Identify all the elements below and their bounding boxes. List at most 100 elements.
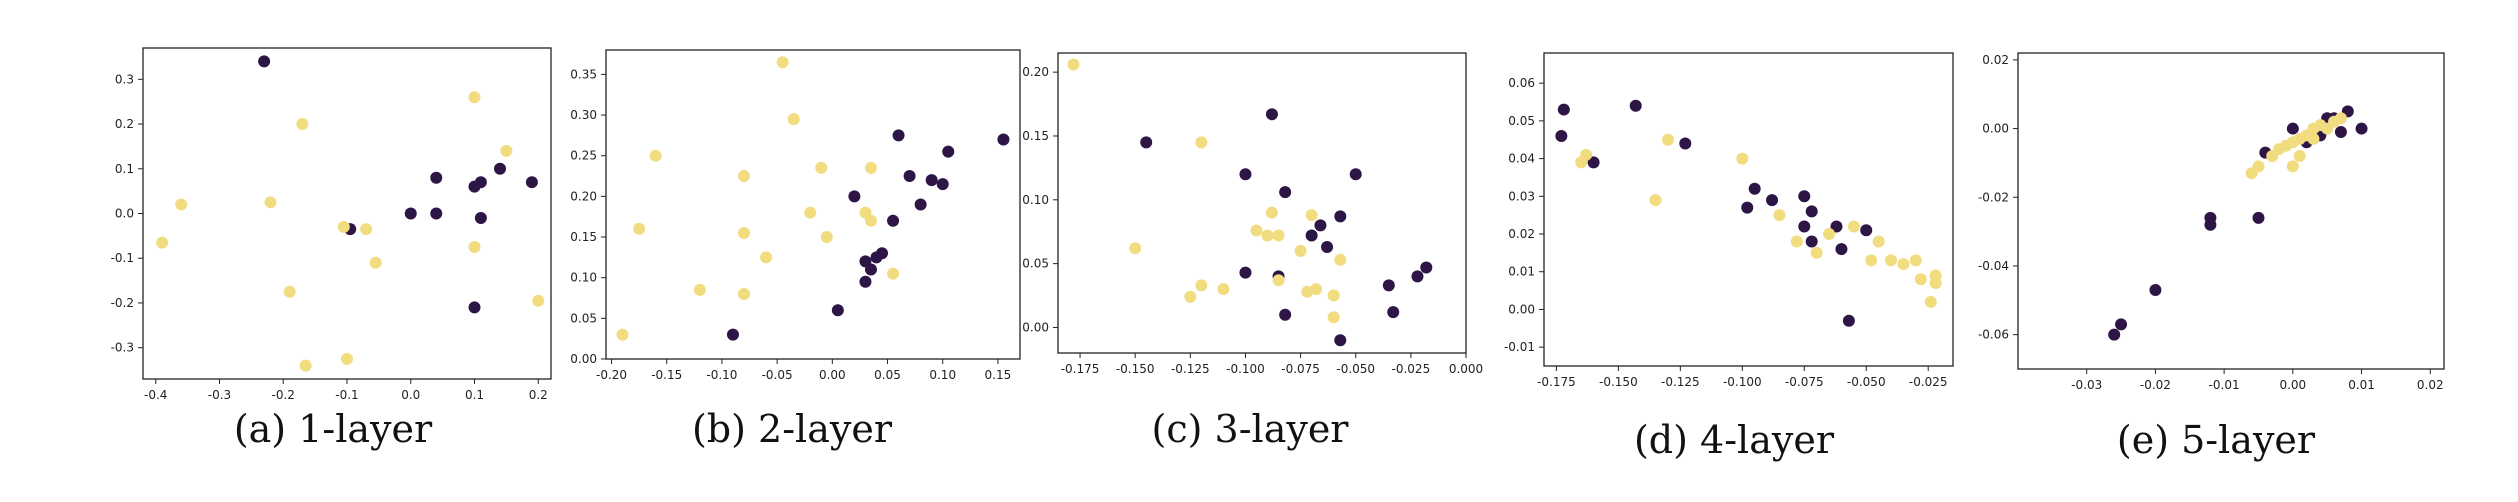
data-point [1649,194,1662,207]
y-tick-label: 0.10 [570,271,597,285]
x-tick-label: 0.2 [529,388,548,402]
data-point [1272,229,1285,242]
y-tick-label: 0.00 [570,352,597,366]
data-point [831,304,844,317]
chart-panel-4: -0.175 -0.150 -0.125 -0.100 -0.075 -0.050 -0.0… [1504,52,1954,462]
data-point [903,170,916,183]
data-point [1239,266,1252,279]
data-point [1334,210,1347,223]
data-point [1420,261,1433,274]
data-point [738,170,750,183]
data-point [1679,137,1692,150]
data-point [1261,229,1274,242]
y-tick-label: 0.02 [1982,53,2009,67]
chart-panel-5: -0.03 -0.02 -0.01 0.00 0.01 0.02 -0.06 -0.04 -0.… [1978,52,2445,462]
plot-frame [1543,52,1954,367]
data-point [2286,160,2299,173]
x-tick-label: 0.01 [2348,378,2375,392]
y-tick-label: -0.1 [111,251,134,265]
x-tick-label: 0.00 [819,368,846,382]
data-point [1798,220,1811,233]
data-point [914,198,927,211]
x-tick-label: -0.100 [1723,375,1762,389]
data-point [283,285,296,298]
y-tick-label: 0.10 [1022,193,1049,207]
data-point [175,198,188,211]
data-point [1305,229,1318,242]
data-point [1239,168,1252,181]
y-tick-label: 0.30 [570,108,597,122]
y-tick-label: -0.06 [1978,328,2009,342]
y-tick-label: 0.20 [570,189,597,203]
data-point [887,214,900,227]
x-tick-label: -0.15 [651,368,682,382]
data-point [430,207,443,220]
y-tick-label: -0.01 [1504,340,1535,354]
data-point [1140,136,1153,149]
x-tick-label: 0.00 [2279,378,2306,392]
data-point [1805,235,1818,248]
y-tick-label: 0.05 [1022,257,1049,271]
data-point [859,275,872,288]
data-point [1847,220,1860,233]
y-tick-label: 0.0 [115,207,134,221]
x-tick-label: -0.175 [1061,362,1100,376]
data-point [2204,211,2217,224]
x-tick-label: -0.075 [1785,375,1824,389]
y-tick-label: -0.02 [1978,190,2009,204]
data-point [1872,235,1885,248]
data-point [804,206,817,219]
data-point [369,256,382,269]
data-point [1555,129,1568,142]
data-point [887,267,900,280]
x-tick-label: -0.025 [1909,375,1948,389]
data-point [1914,273,1927,286]
y-tick-label: 0.03 [1508,189,1535,203]
data-point [1321,241,1334,254]
x-tick-label: 0.0 [401,388,420,402]
data-point [1842,314,1855,327]
data-point [525,176,538,189]
data-point [1327,311,1340,324]
x-tick-label: -0.05 [762,368,793,382]
x-tick-label: 0.10 [929,368,956,382]
data-point [1250,224,1263,237]
data-point [2307,132,2320,145]
x-tick-label: -0.075 [1281,362,1320,376]
data-point [693,283,706,296]
y-tick-label: 0.15 [570,230,597,244]
data-point [1129,242,1142,255]
y-tick-label: 0.05 [570,311,597,325]
data-point [474,211,487,224]
data-point [1382,279,1395,292]
data-point [1798,190,1811,203]
data-point [738,287,750,300]
x-tick-label: 0.1 [465,388,484,402]
data-point [1885,254,1898,267]
y-tick-label: 0.04 [1508,152,1535,166]
data-point [1334,253,1347,266]
data-point [258,55,271,68]
x-tick-label: -0.125 [1661,375,1700,389]
data-point [2355,122,2368,135]
data-point [1924,295,1937,308]
data-point [2286,122,2299,135]
data-point [1810,246,1823,259]
data-point [2252,160,2265,173]
y-tick-label: 0.2 [115,117,134,131]
x-tick-label: 0.02 [2417,378,2444,392]
x-tick-label: -0.050 [1847,375,1886,389]
x-tick-label: 0.000 [1449,362,1483,376]
data-point [1629,99,1642,112]
data-point [1272,274,1285,287]
data-point [1310,283,1323,296]
data-point [876,247,888,260]
data-point [264,196,277,209]
data-point [776,56,789,69]
y-tick-label: 0.00 [1022,320,1049,334]
chart-panel-1: -0.4 -0.3 -0.2 -0.1 0.0 0.1 0.2 -0.3 -0.2 -0.1 0.0… [111,47,552,451]
y-tick-label: 0.20 [1022,65,1049,79]
data-point [738,226,750,239]
data-point [864,263,877,276]
